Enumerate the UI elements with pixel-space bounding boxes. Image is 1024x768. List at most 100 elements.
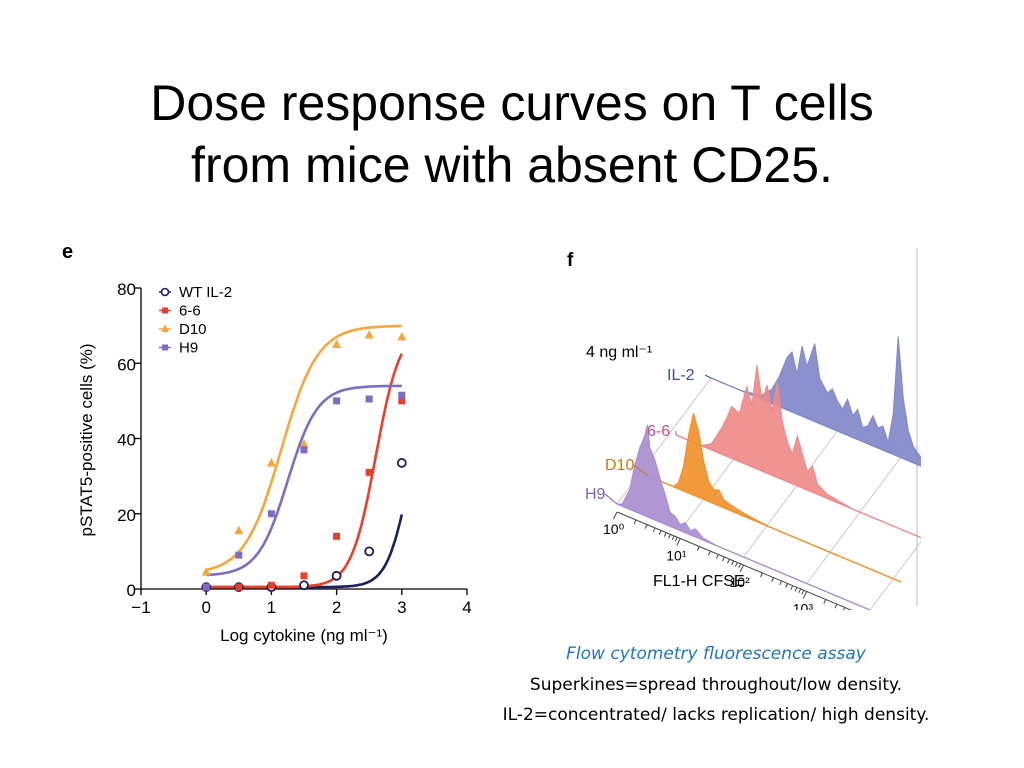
- grid-line: [869, 540, 921, 610]
- x-tick-mark: [696, 546, 700, 551]
- x-tick-mark: [644, 524, 648, 529]
- legend-label: WT IL-2: [179, 284, 232, 301]
- legend-marker: [160, 287, 170, 297]
- data-point: [300, 446, 308, 454]
- series-label: 6-6: [647, 423, 670, 440]
- x-tick-mark: [738, 563, 742, 569]
- x-tick-group: −1 0 1 2 3 4: [131, 589, 472, 617]
- series-label: D10: [605, 457, 634, 474]
- x-tick-mark: [707, 550, 711, 556]
- y-tick-group: 0 20 40 60 80: [117, 280, 141, 600]
- label-leader: [633, 464, 649, 477]
- histogram-baseline: [675, 434, 921, 539]
- histogram-fill_66: [675, 364, 921, 539]
- x-tick-label: 0: [201, 598, 210, 617]
- x-tick-mark: [790, 585, 794, 590]
- legend-marker: [162, 307, 168, 314]
- x-tick-label: 2: [332, 598, 341, 617]
- x-tick-mark: [785, 583, 789, 588]
- data-point: [235, 583, 243, 591]
- slide-title: Dose response curves on T cells from mic…: [0, 72, 1024, 196]
- legend-label: 6-6: [179, 303, 201, 320]
- x-axis-label: Log cytokine (ng ml⁻¹): [220, 626, 388, 645]
- data-point: [365, 468, 373, 476]
- y-axis-label: pSTAT5-positive cells (%): [77, 343, 96, 536]
- y-tick-label: 80: [117, 280, 136, 299]
- x-tick-mark: [798, 588, 802, 594]
- x-tick-mark: [802, 591, 808, 599]
- x-tick-label: 3: [397, 598, 406, 617]
- x-tick-mark: [834, 603, 838, 609]
- x-tick-mark: [779, 580, 783, 586]
- x-tick-label: 4: [462, 598, 471, 617]
- x-tick-mark: [760, 572, 763, 578]
- series-label: H9: [585, 486, 606, 503]
- data-point: [266, 457, 276, 467]
- x-tick-label: 1: [267, 598, 276, 617]
- grid-line: [743, 430, 838, 558]
- panel-label-f: f: [567, 250, 574, 271]
- data-point: [398, 397, 406, 405]
- x-tick-mark: [613, 511, 618, 520]
- x-tick-mark: [842, 607, 846, 610]
- data-point: [396, 458, 407, 468]
- data-point: [202, 583, 210, 591]
- x-tick-mark: [715, 554, 719, 559]
- data-point: [300, 572, 308, 580]
- x-tick-mark: [739, 564, 744, 573]
- data-point: [267, 581, 275, 589]
- histogram-traces: [616, 336, 921, 610]
- x-tick-label: 10³: [793, 601, 814, 611]
- panel-label-e: e: [62, 241, 73, 263]
- x-tick-mark: [674, 537, 678, 542]
- data-point: [333, 397, 341, 405]
- histogram-fill_d10: [647, 412, 902, 583]
- series-label: IL-2: [667, 367, 695, 384]
- x-tick-mark: [633, 519, 637, 525]
- series-labels: IL-2 6-6 D10 H9: [585, 367, 712, 505]
- legend-marker: [161, 324, 169, 332]
- x-tick-mark: [794, 587, 798, 592]
- data-point: [267, 510, 275, 518]
- label-leader: [704, 374, 712, 379]
- x-tick-label: 10²: [730, 574, 751, 590]
- data-point: [397, 331, 407, 341]
- dose-annotation: 4 ng ml⁻¹: [586, 344, 652, 361]
- data-point: [234, 525, 244, 535]
- x-tick-mark: [658, 530, 662, 535]
- histogram-baseline: [616, 503, 871, 610]
- x-tick-label: 10¹: [666, 548, 687, 564]
- data-point: [235, 551, 243, 559]
- histogram-fill_il2: [710, 336, 921, 467]
- data-point: [332, 339, 342, 348]
- x-axis-line: [616, 511, 853, 610]
- x-tick-mark: [676, 538, 681, 546]
- data-point: [201, 567, 211, 576]
- slide-title-line-2: from mice with absent CD25.: [191, 137, 833, 193]
- x-tick-mark: [823, 599, 827, 604]
- x-tick-mark: [671, 535, 675, 541]
- data-point: [331, 570, 342, 581]
- x-tick-mark: [801, 590, 805, 595]
- x-tick-mark: [731, 560, 735, 566]
- x-tick-mark: [771, 577, 775, 582]
- y-tick-label: 20: [117, 506, 136, 525]
- x-tick-mark: [663, 532, 667, 537]
- legend-label: H9: [179, 340, 198, 357]
- y-tick-label: 40: [117, 431, 136, 450]
- grid-line: [806, 457, 902, 584]
- slide-title-line-1: Dose response curves on T cells: [150, 75, 874, 131]
- x-tick-mark: [652, 527, 656, 533]
- data-point: [333, 532, 341, 540]
- x-tick-mark: [722, 556, 725, 562]
- fit-curve-h9: [206, 384, 402, 577]
- x-axis-label: FL1-H CFSE: [653, 573, 745, 590]
- legend-label: D10: [179, 321, 207, 338]
- legend-marker: [162, 344, 168, 351]
- data-points: [201, 330, 407, 593]
- y-tick-label: 0: [127, 581, 136, 600]
- label-leader: [604, 493, 618, 505]
